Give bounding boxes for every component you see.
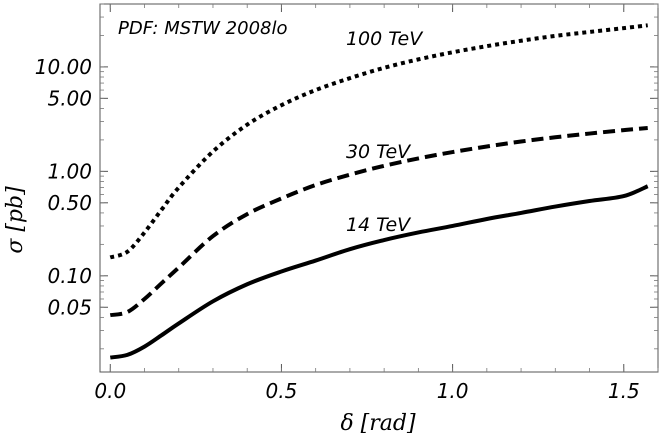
pdf-annotation: PDF: MSTW 2008lo bbox=[118, 18, 288, 39]
y-axis-label: σ [pb] bbox=[3, 186, 28, 254]
series-label-30-tev: 30 TeV bbox=[346, 141, 412, 163]
series-label-14-tev: 14 TeV bbox=[346, 214, 412, 236]
series-line-30-tev bbox=[109, 126, 648, 318]
y-tick-label: 0.10 bbox=[47, 264, 92, 288]
series-line-100-tev bbox=[109, 23, 648, 260]
y-axis: 0.05 0.10 0.50 1.00 5.00 10.00 bbox=[35, 3, 658, 350]
series-lines bbox=[109, 23, 649, 360]
y-tick-label: 1.00 bbox=[47, 159, 92, 183]
x-axis: 0.0 0.5 1.0 1.5 bbox=[94, 4, 659, 403]
x-tick-label: 1.0 bbox=[437, 379, 469, 403]
y-tick-label: 5.00 bbox=[47, 86, 92, 110]
series-line-14-tev bbox=[109, 184, 649, 360]
x-tick-label: 0.0 bbox=[94, 379, 126, 403]
y-tick-label: 10.00 bbox=[35, 55, 92, 79]
series-label-100-tev: 100 TeV bbox=[346, 28, 424, 50]
x-tick-label: 1.5 bbox=[608, 379, 640, 403]
plot-frame bbox=[99, 3, 659, 373]
x-axis-label: δ [rad] bbox=[340, 411, 416, 436]
y-tick-label: 0.50 bbox=[47, 191, 92, 215]
series-labels: 100 TeV 30 TeV 14 TeV bbox=[346, 28, 424, 236]
x-tick-label: 0.5 bbox=[266, 379, 298, 403]
y-tick-label: 0.05 bbox=[47, 295, 92, 319]
